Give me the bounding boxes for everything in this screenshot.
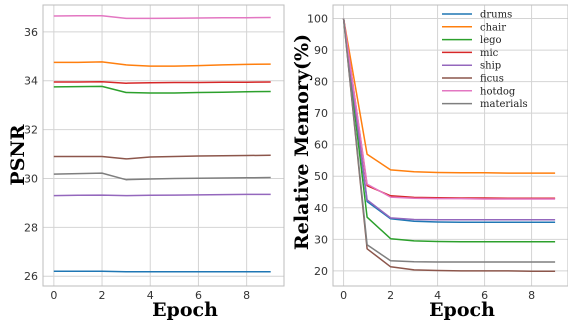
psnr-chart-ytick-label: 26 [24,270,38,283]
legend-label-mic: mic [480,48,499,59]
psnr-chart-series-drums [53,270,271,273]
psnr-chart-series-mic [53,80,271,84]
psnr-chart-xtick-label: 2 [99,289,106,302]
memory-chart-ytick-label: 30 [314,233,328,246]
memory-chart-series-ship [342,18,556,221]
memory-chart-xtick-label: 2 [387,289,394,302]
memory-chart-series-drums [342,18,556,224]
psnr-chart-ytick-label: 30 [24,172,38,185]
legend-label-chair: chair [480,22,506,33]
memory-chart-ytick-label: 70 [314,107,328,120]
memory-chart-series-chair [342,18,556,174]
psnr-chart-grid [42,4,285,287]
legend-label-materials: materials [480,99,528,110]
memory-chart-xtick-label: 4 [434,289,441,302]
memory-chart-ytick-label: 50 [314,170,328,183]
psnr-chart-ytick-label: 32 [24,124,38,137]
memory-chart-series-materials [342,18,556,263]
psnr-chart-series-lego [53,85,271,94]
memory-chart-ylabel: Relative Memory(%) [291,34,313,250]
psnr-chart-xtick-label: 6 [195,289,202,302]
memory-chart-xlabel: Epoch [429,299,495,321]
memory-chart: Relative Memory(%) Epoch 0 2 4 6 8 20 30 40 50 60… [291,4,568,321]
legend-label-ficus: ficus [480,74,504,85]
memory-chart-ytick-label: 20 [314,265,328,278]
memory-chart-ytick-label: 90 [314,44,328,57]
memory-chart-series-hotdog [342,18,556,200]
psnr-chart-series-chair [53,61,271,67]
psnr-chart-ytick-label: 36 [24,26,38,39]
memory-chart-series-lego [342,18,556,243]
memory-chart-frame [332,4,568,287]
psnr-chart-series-ficus [53,154,271,160]
legend-label-ship: ship [480,61,501,72]
psnr-chart-xtick-label: 4 [147,289,154,302]
memory-chart-ytick-label: 60 [314,139,328,152]
psnr-chart-xtick-label: 0 [50,289,57,302]
legend-label-hotdog: hotdog [480,86,516,97]
memory-chart-series-ficus [342,18,556,272]
memory-chart-xtick-label: 8 [528,289,535,302]
psnr-chart-series-hotdog [53,15,271,20]
memory-chart-xtick-label: 0 [340,289,347,302]
psnr-chart-frame [42,4,285,287]
psnr-chart: PSNR Epoch 0 2 4 6 8 26 28 30 32 34 36 [7,4,285,321]
psnr-chart-ytick-label: 28 [24,221,38,234]
psnr-chart-series-materials [53,172,271,181]
memory-chart-ytick-label: 100 [307,13,328,26]
psnr-chart-ylabel: PSNR [7,124,29,185]
psnr-chart-xlabel: Epoch [152,299,218,321]
memory-chart-grid [332,4,568,287]
legend-label-lego: lego [480,35,502,46]
psnr-chart-xtick-label: 8 [243,289,250,302]
memory-chart-ytick-label: 40 [314,202,328,215]
legend-label-drums: drums [480,10,512,21]
memory-chart-xtick-label: 6 [481,289,488,302]
psnr-chart-ytick-label: 34 [24,75,38,88]
memory-chart-ytick-label: 80 [314,76,328,89]
psnr-chart-series-ship [53,193,271,197]
